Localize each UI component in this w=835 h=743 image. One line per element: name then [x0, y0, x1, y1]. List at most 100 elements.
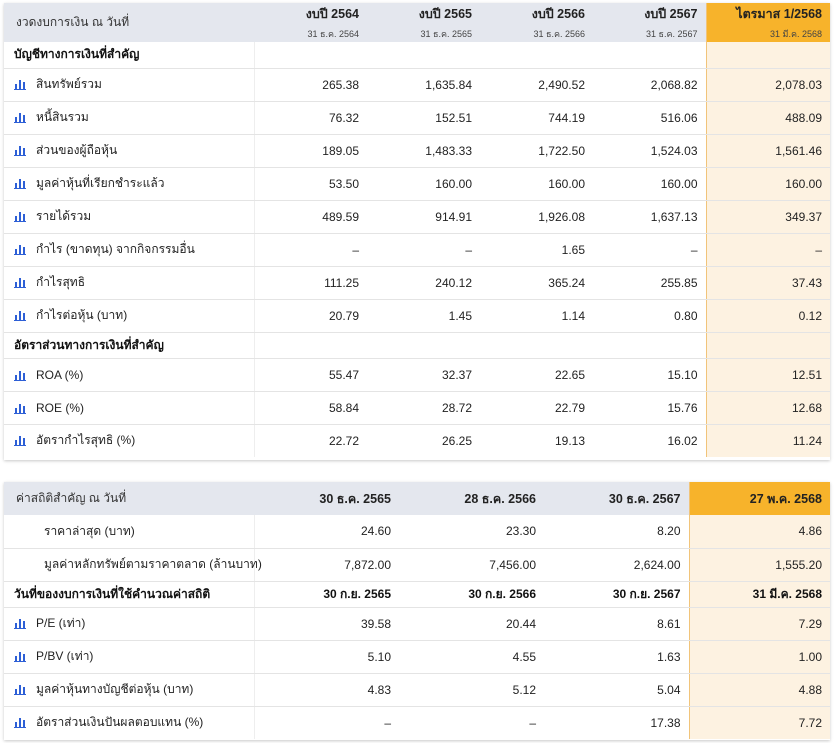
- column-header: 30 ธ.ค. 2567: [544, 482, 689, 515]
- cell-value: 349.37: [705, 200, 830, 234]
- cell-value: 39.58: [254, 607, 399, 641]
- row-label: กำไรต่อหุ้น (บาท): [4, 299, 255, 333]
- section-header-key-ratios: อัตราส่วนทางการเงินที่สำคัญ: [4, 332, 830, 359]
- cell-value: 4.88: [688, 673, 830, 707]
- bar-chart-icon[interactable]: [14, 211, 26, 222]
- cell-value: 1.63: [544, 640, 689, 674]
- cell-value: 1,524.03: [593, 134, 706, 168]
- table-row: ราคาล่าสุด (บาท) 24.60 23.30 8.20 4.86: [4, 515, 830, 549]
- row-label: ส่วนของผู้ถือหุ้น: [4, 134, 255, 168]
- bar-chart-icon[interactable]: [14, 618, 26, 629]
- table-row: ROA (%) 55.47 32.37 22.65 15.10 12.51: [4, 358, 830, 392]
- section-header-key-accounts: บัญชีทางการเงินที่สำคัญ: [4, 42, 830, 69]
- cell-value: 189.05: [254, 134, 367, 168]
- row-label: อัตรากำไรสุทธิ (%): [4, 424, 255, 457]
- row-label: P/E (เท่า): [4, 607, 255, 641]
- row-label-text: ROE (%): [36, 400, 84, 415]
- row-label: อัตราส่วนเงินปันผลตอบแทน (%): [4, 706, 255, 739]
- cell-value: 26.25: [441, 433, 472, 448]
- cell-value: 152.51: [367, 101, 480, 135]
- cell-value: 12.68: [705, 391, 830, 425]
- cell-value: –: [254, 233, 367, 267]
- row-label-text: มูลค่าหุ้นที่เรียกชำระแล้ว: [36, 176, 165, 190]
- cell-value: 1,555.20: [688, 548, 830, 582]
- column-header-highlighted: ไตรมาส 1/2568 31 มี.ค. 2568: [705, 3, 830, 42]
- cell-value: 2,078.03: [705, 68, 830, 102]
- key-statistics-table: ค่าสถิติสำคัญ ณ วันที่ 30 ธ.ค. 2565 28 ธ…: [4, 482, 830, 740]
- cell-value: 1,635.84: [367, 68, 480, 102]
- cell-value: 160.00: [480, 167, 593, 201]
- cell-value: 53.50: [254, 167, 367, 201]
- row-label: มูลค่าหุ้นที่เรียกชำระแล้ว: [4, 167, 255, 201]
- row-label-text: หนี้สินรวม: [36, 110, 89, 124]
- cell-value: 17.38: [650, 715, 681, 730]
- section-title: วันที่ของงบการเงินที่ใช้คำนวณค่าสถิติ: [4, 581, 255, 608]
- cell-value: 488.09: [705, 101, 830, 135]
- cell-value: –: [529, 715, 536, 730]
- cell-value: 240.12: [367, 266, 480, 300]
- bar-chart-icon[interactable]: [14, 244, 26, 255]
- cell-value: –: [367, 233, 480, 267]
- cell-value: 5.12: [399, 673, 544, 707]
- cell-value: 16.02: [667, 433, 698, 448]
- cell-value: 160.00: [705, 167, 830, 201]
- cell-value: 4.83: [254, 673, 399, 707]
- table-row: ROE (%) 58.84 28.72 22.79 15.76 12.68: [4, 391, 830, 425]
- table-row: หนี้สินรวม 76.32 152.51 744.19 516.06 488.09: [4, 101, 830, 135]
- column-header: งบปี 2565 31 ธ.ค. 2565: [367, 3, 480, 42]
- cell-value: 4.55: [399, 640, 544, 674]
- stats-header-label: ค่าสถิติสำคัญ ณ วันที่: [4, 482, 254, 515]
- cell-value: 55.47: [254, 358, 367, 392]
- table-row: อัตรากำไรสุทธิ (%) 22.72 26.25 19.13 16.02 11…: [4, 424, 830, 457]
- bar-chart-icon[interactable]: [14, 651, 26, 662]
- bar-chart-icon[interactable]: [14, 79, 26, 90]
- bar-chart-icon[interactable]: [14, 435, 26, 447]
- cell-value: –: [705, 233, 830, 267]
- cell-value: 111.25: [254, 266, 367, 300]
- row-label-text: กำไรต่อหุ้น (บาท): [36, 308, 128, 322]
- row-label: กำไร (ขาดทุน) จากกิจกรรมอื่น: [4, 233, 255, 267]
- bar-chart-icon[interactable]: [14, 370, 26, 381]
- bar-chart-icon[interactable]: [14, 310, 26, 321]
- row-label-text: อัตราส่วนเงินปันผลตอบแทน (%): [36, 715, 204, 730]
- row-label-text: P/E (เท่า): [36, 616, 86, 630]
- cell-value: 0.80: [593, 299, 706, 333]
- cell-value: 8.61: [544, 607, 689, 641]
- cell-value: 19.13: [554, 433, 585, 448]
- cell-value: 20.44: [399, 607, 544, 641]
- table-header-row: ค่าสถิติสำคัญ ณ วันที่ 30 ธ.ค. 2565 28 ธ…: [4, 482, 830, 515]
- bar-chart-icon[interactable]: [14, 145, 26, 156]
- cell-value: –: [593, 233, 706, 267]
- cell-value: 160.00: [593, 167, 706, 201]
- section-title: อัตราส่วนทางการเงินที่สำคัญ: [4, 332, 255, 359]
- bar-chart-icon[interactable]: [14, 403, 26, 414]
- column-header: 28 ธ.ค. 2566: [399, 482, 544, 515]
- cell-value: 265.38: [254, 68, 367, 102]
- table-row: รายได้รวม 489.59 914.91 1,926.08 1,637.13 349…: [4, 200, 830, 234]
- column-header: งบปี 2566 31 ธ.ค. 2566: [480, 3, 593, 42]
- row-label: P/BV (เท่า): [4, 640, 255, 674]
- bar-chart-icon[interactable]: [14, 178, 26, 189]
- row-label: ราคาล่าสุด (บาท): [4, 515, 255, 549]
- bar-chart-icon[interactable]: [14, 277, 26, 288]
- cell-value: 1.65: [480, 233, 593, 267]
- row-label-text: P/BV (เท่า): [36, 649, 94, 663]
- bar-chart-icon[interactable]: [14, 684, 26, 695]
- cell-value: 1.00: [688, 640, 830, 674]
- cell-value: 1,483.33: [367, 134, 480, 168]
- cell-value: –: [384, 715, 391, 730]
- row-label: ROE (%): [4, 391, 255, 425]
- statement-date: 31 มี.ค. 2568: [688, 581, 830, 608]
- bar-chart-icon[interactable]: [14, 112, 26, 123]
- cell-value: 2,624.00: [544, 548, 689, 582]
- cell-value: 15.10: [593, 358, 706, 392]
- row-label-text: รายได้รวม: [36, 209, 92, 223]
- bar-chart-icon[interactable]: [14, 717, 26, 729]
- row-label: ROA (%): [4, 358, 255, 392]
- cell-value: 7.29: [688, 607, 830, 641]
- table-row: P/BV (เท่า) 5.10 4.55 1.63 1.00: [4, 640, 830, 674]
- cell-value: 22.65: [480, 358, 593, 392]
- table-row: มูลค่าหลักทรัพย์ตามราคาตลาด (ล้านบาท) 7,8…: [4, 548, 830, 582]
- period-header-label: งวดงบการเงิน ณ วันที่: [4, 3, 254, 42]
- table-row: มูลค่าหุ้นที่เรียกชำระแล้ว 53.50 160.00 160…: [4, 167, 830, 201]
